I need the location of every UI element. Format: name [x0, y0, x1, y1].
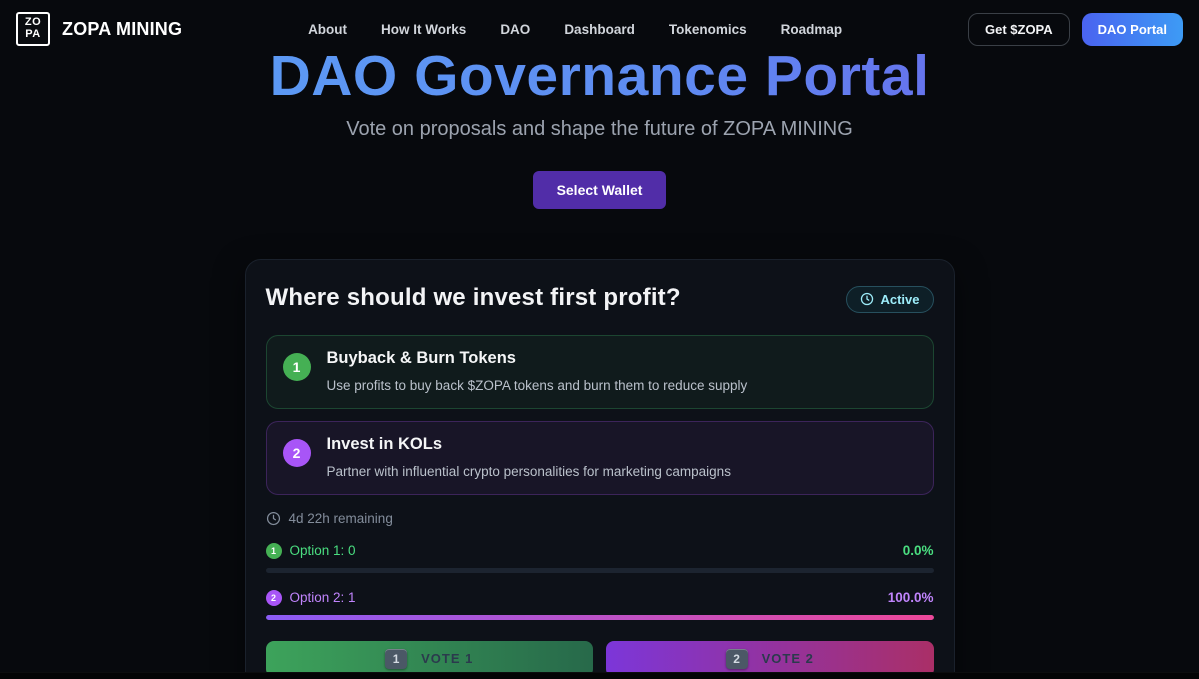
result-2-percent: 100.0% — [887, 590, 934, 606]
zopa-logo: ZO PA — [16, 12, 50, 46]
option-card-1[interactable]: 1 Buyback & Burn Tokens Use profits to b… — [265, 334, 934, 409]
proposal-header: Where should we invest first profit? Act… — [266, 284, 934, 313]
nav-link-dashboard[interactable]: Dashboard — [564, 21, 635, 37]
result-row-2: 2 Option 2: 1 100.0% — [265, 589, 934, 620]
main-nav: About How It Works DAO Dashboard Tokenom… — [182, 22, 968, 37]
clock-icon — [266, 511, 280, 525]
brand[interactable]: ZO PA ZOPA MINING — [16, 12, 182, 46]
hero-section: DAO Governance Portal Vote on proposals … — [0, 44, 1199, 209]
option-list: 1 Buyback & Burn Tokens Use profits to b… — [265, 334, 934, 495]
result-2-progress-fill — [265, 614, 934, 620]
clock-icon — [861, 292, 874, 306]
vote-1-button[interactable]: 1 VOTE 1 — [265, 640, 593, 677]
result-2-label: Option 2: 1 — [289, 590, 356, 606]
vote-2-button[interactable]: 2 VOTE 2 — [606, 640, 934, 677]
result-1-label: Option 1: 0 — [289, 543, 356, 559]
vote-1-label: VOTE 1 — [421, 651, 474, 667]
dao-portal-button[interactable]: DAO Portal — [1081, 12, 1183, 46]
page-title: DAO Governance Portal — [0, 44, 1199, 110]
vote-2-label: VOTE 2 — [761, 651, 814, 667]
option-1-description: Use profits to buy back $ZOPA tokens and… — [326, 377, 748, 393]
result-row-1: 1 Option 1: 0 0.0% — [265, 542, 934, 573]
time-remaining-row: 4d 22h remaining — [266, 511, 934, 526]
result-1-progress-track — [265, 567, 934, 573]
option-2-title: Invest in KOLs — [326, 434, 443, 453]
option-card-2[interactable]: 2 Invest in KOLs Partner with influentia… — [265, 420, 934, 495]
proposal-title: Where should we invest first profit? — [265, 283, 681, 311]
vote-1-key-badge: 1 — [385, 648, 408, 669]
proposal-card: Where should we invest first profit? Act… — [244, 258, 955, 679]
result-1-percent: 0.0% — [902, 543, 934, 559]
result-1-number-badge: 1 — [265, 542, 282, 559]
logo-line-1: ZO — [24, 16, 42, 29]
vote-buttons-row: 1 VOTE 1 2 VOTE 2 — [265, 640, 934, 677]
option-1-title: Buyback & Burn Tokens — [326, 348, 516, 367]
top-navbar: ZO PA ZOPA MINING About How It Works DAO… — [0, 0, 1199, 50]
bottom-section-edge — [0, 672, 1199, 679]
get-zopa-button[interactable]: Get $ZOPA — [967, 12, 1070, 46]
vote-2-key-badge: 2 — [725, 648, 748, 669]
result-2-progress-track — [265, 614, 934, 620]
nav-link-how-it-works[interactable]: How It Works — [381, 21, 467, 37]
option-2-description: Partner with influential crypto personal… — [326, 463, 731, 479]
result-2-number-badge: 2 — [265, 589, 282, 606]
option-1-text: Buyback & Burn Tokens Use profits to buy… — [327, 349, 748, 393]
option-2-text: Invest in KOLs Partner with influential … — [327, 435, 731, 479]
time-remaining-label: 4d 22h remaining — [288, 510, 393, 526]
nav-link-dao[interactable]: DAO — [500, 21, 531, 37]
logo-line-2: PA — [25, 28, 41, 40]
select-wallet-button[interactable]: Select Wallet — [532, 170, 667, 209]
option-2-number-badge: 2 — [282, 438, 311, 467]
nav-link-about[interactable]: About — [308, 21, 348, 37]
nav-link-tokenomics[interactable]: Tokenomics — [668, 21, 747, 37]
brand-name: ZOPA MINING — [62, 18, 183, 39]
option-1-number-badge: 1 — [282, 352, 311, 381]
nav-link-roadmap[interactable]: Roadmap — [780, 21, 843, 37]
status-label: Active — [880, 291, 920, 307]
status-badge: Active — [846, 285, 934, 313]
page-subtitle: Vote on proposals and shape the future o… — [346, 117, 853, 140]
header-actions: Get $ZOPA DAO Portal — [967, 12, 1183, 46]
